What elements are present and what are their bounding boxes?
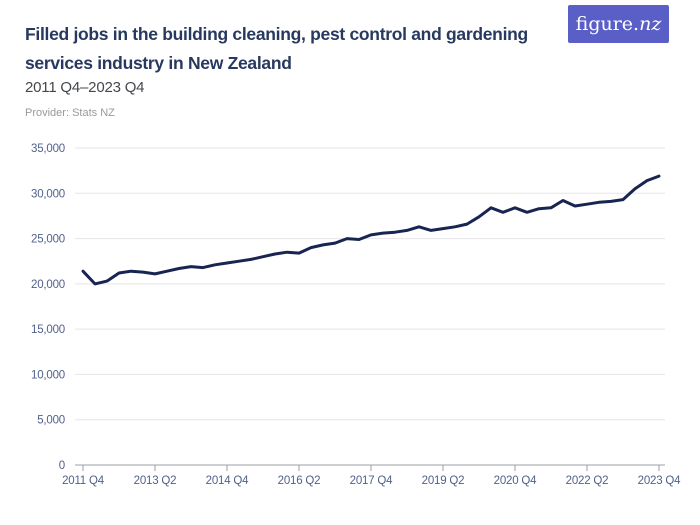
y-axis-tick-label: 35,000 xyxy=(31,143,65,155)
figure-nz-logo[interactable]: figure. nz xyxy=(568,5,669,43)
date-range-subtitle: 2011 Q4–2023 Q4 xyxy=(25,79,145,96)
data-line-filled-jobs xyxy=(81,174,661,286)
y-axis-tick-label: 20,000 xyxy=(31,279,65,291)
logo-text-nz: nz xyxy=(639,13,662,35)
x-axis-tick-label: 2022 Q2 xyxy=(566,475,609,487)
x-axis-tick-label: 2017 Q4 xyxy=(350,475,394,487)
logo-text: figure. xyxy=(575,13,640,35)
y-axis-tick-label: 15,000 xyxy=(31,324,65,336)
x-axis-tick-label: 2014 Q4 xyxy=(206,475,250,487)
x-axis-tick-label: 2020 Q4 xyxy=(494,475,538,487)
x-axis-tick-label: 2023 Q4 xyxy=(638,475,682,487)
y-axis-tick-label: 10,000 xyxy=(31,369,65,381)
y-axis-tick-label: 30,000 xyxy=(31,188,65,200)
x-axis-tick-label: 2013 Q2 xyxy=(134,475,177,487)
provider-label: Provider: Stats NZ xyxy=(25,107,115,119)
x-axis-tick-label: 2011 Q4 xyxy=(62,475,105,487)
x-axis-tick-label: 2019 Q2 xyxy=(422,475,465,487)
x-axis-tick-label: 2016 Q2 xyxy=(278,475,321,487)
y-axis-tick-label: 25,000 xyxy=(31,234,65,246)
y-axis-tick-label: 5,000 xyxy=(37,415,65,427)
y-axis-tick-label: 0 xyxy=(59,460,65,472)
page-title: Filled jobs in the building cleaning, pe… xyxy=(25,24,528,73)
